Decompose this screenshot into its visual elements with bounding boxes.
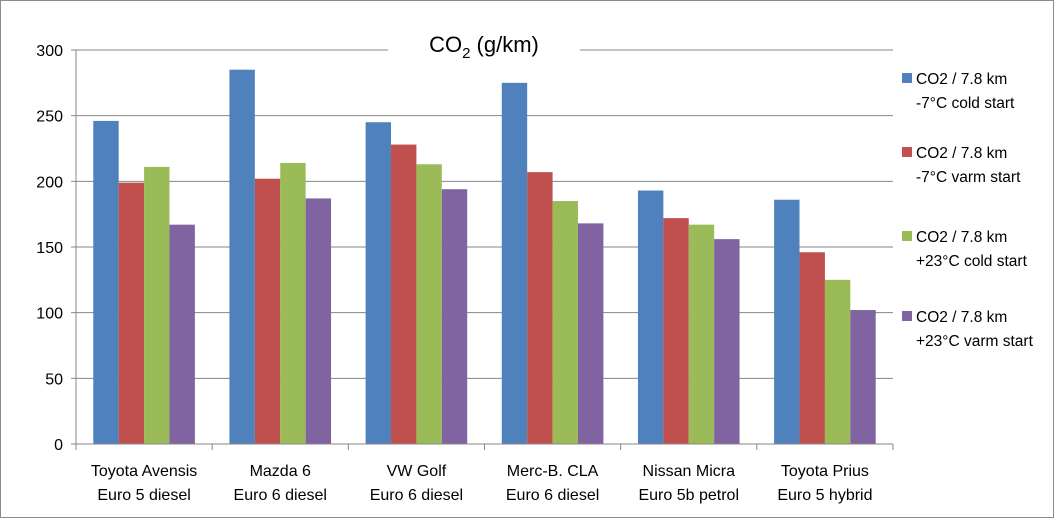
y-tick-label: 100: [36, 306, 63, 323]
legend: CO2 / 7.8 km -7°C cold start CO2 / 7.8 km -…: [902, 71, 1034, 350]
bar: [144, 166, 170, 445]
legend-label: CO2 / 7.8 km: [916, 145, 1007, 162]
bar: [118, 182, 145, 444]
x-tick-label: Toyota Prius: [781, 463, 869, 480]
bar: [799, 252, 825, 444]
y-tick-label: 250: [36, 109, 63, 126]
title-subscript: 2: [462, 45, 470, 62]
legend-label: +23°C varm start: [916, 333, 1034, 350]
bar: [850, 310, 876, 444]
y-tick-labels: 0 50 100 150 200 250 300: [36, 43, 76, 454]
y-tick-label: 0: [54, 437, 63, 454]
legend-swatch: [902, 73, 912, 83]
bar: [391, 144, 417, 444]
x-tick-label: Merc-B. CLA: [507, 463, 599, 480]
title-main: CO: [429, 32, 462, 57]
legend-swatch: [902, 231, 912, 241]
legend-label: -7°C varm start: [916, 169, 1021, 186]
bar: [527, 172, 553, 444]
bar: [552, 201, 578, 444]
legend-label: -7°C cold start: [916, 95, 1015, 112]
bars: [93, 69, 876, 445]
x-tick-label: Euro 6 diesel: [234, 487, 327, 504]
legend-swatch: [902, 147, 912, 157]
x-tick-label: Mazda 6: [250, 463, 311, 480]
x-tick-label: Euro 5 diesel: [97, 487, 190, 504]
bar: [254, 178, 281, 444]
bar: [305, 198, 332, 444]
legend-label: CO2 / 7.8 km: [916, 71, 1007, 88]
bar: [824, 279, 851, 444]
legend-label: CO2 / 7.8 km: [916, 229, 1007, 246]
bar: [577, 223, 604, 444]
bar: [280, 162, 306, 445]
y-tick-label: 200: [36, 174, 63, 191]
legend-label: +23°C cold start: [916, 253, 1028, 270]
bar: [774, 199, 800, 444]
x-tick-label: Euro 5 hybrid: [777, 487, 872, 504]
x-tick-labels: Toyota Avensis Euro 5 diesel Mazda 6 Euro 6…: [75, 444, 894, 504]
legend-swatch: [902, 311, 912, 321]
y-tick-label: 300: [36, 43, 63, 60]
bar: [169, 224, 195, 444]
chart-title-group: CO2 (g/km): [388, 26, 580, 62]
x-tick-label: Toyota Avensis: [91, 463, 197, 480]
bar: [714, 239, 740, 444]
bar: [663, 218, 689, 444]
chart-title: CO2 (g/km): [429, 32, 539, 62]
x-tick-label: Euro 5b petrol: [638, 487, 739, 504]
bar: [688, 224, 715, 444]
legend-label: CO2 / 7.8 km: [916, 309, 1007, 326]
bar: [365, 122, 392, 444]
bar: [501, 82, 528, 444]
x-tick-label: Euro 6 diesel: [370, 487, 463, 504]
x-tick-label: Nissan Micra: [643, 463, 736, 480]
bar: [93, 120, 119, 445]
bar: [416, 164, 442, 444]
x-tick-label: VW Golf: [387, 463, 447, 480]
bar: [637, 190, 664, 444]
title-suffix: (g/km): [470, 32, 538, 57]
x-tick-label: Euro 6 diesel: [506, 487, 599, 504]
y-tick-label: 150: [36, 240, 63, 257]
y-tick-label: 50: [45, 371, 63, 388]
title-background: [388, 26, 580, 60]
bar: [229, 69, 255, 444]
bar: [441, 189, 468, 444]
